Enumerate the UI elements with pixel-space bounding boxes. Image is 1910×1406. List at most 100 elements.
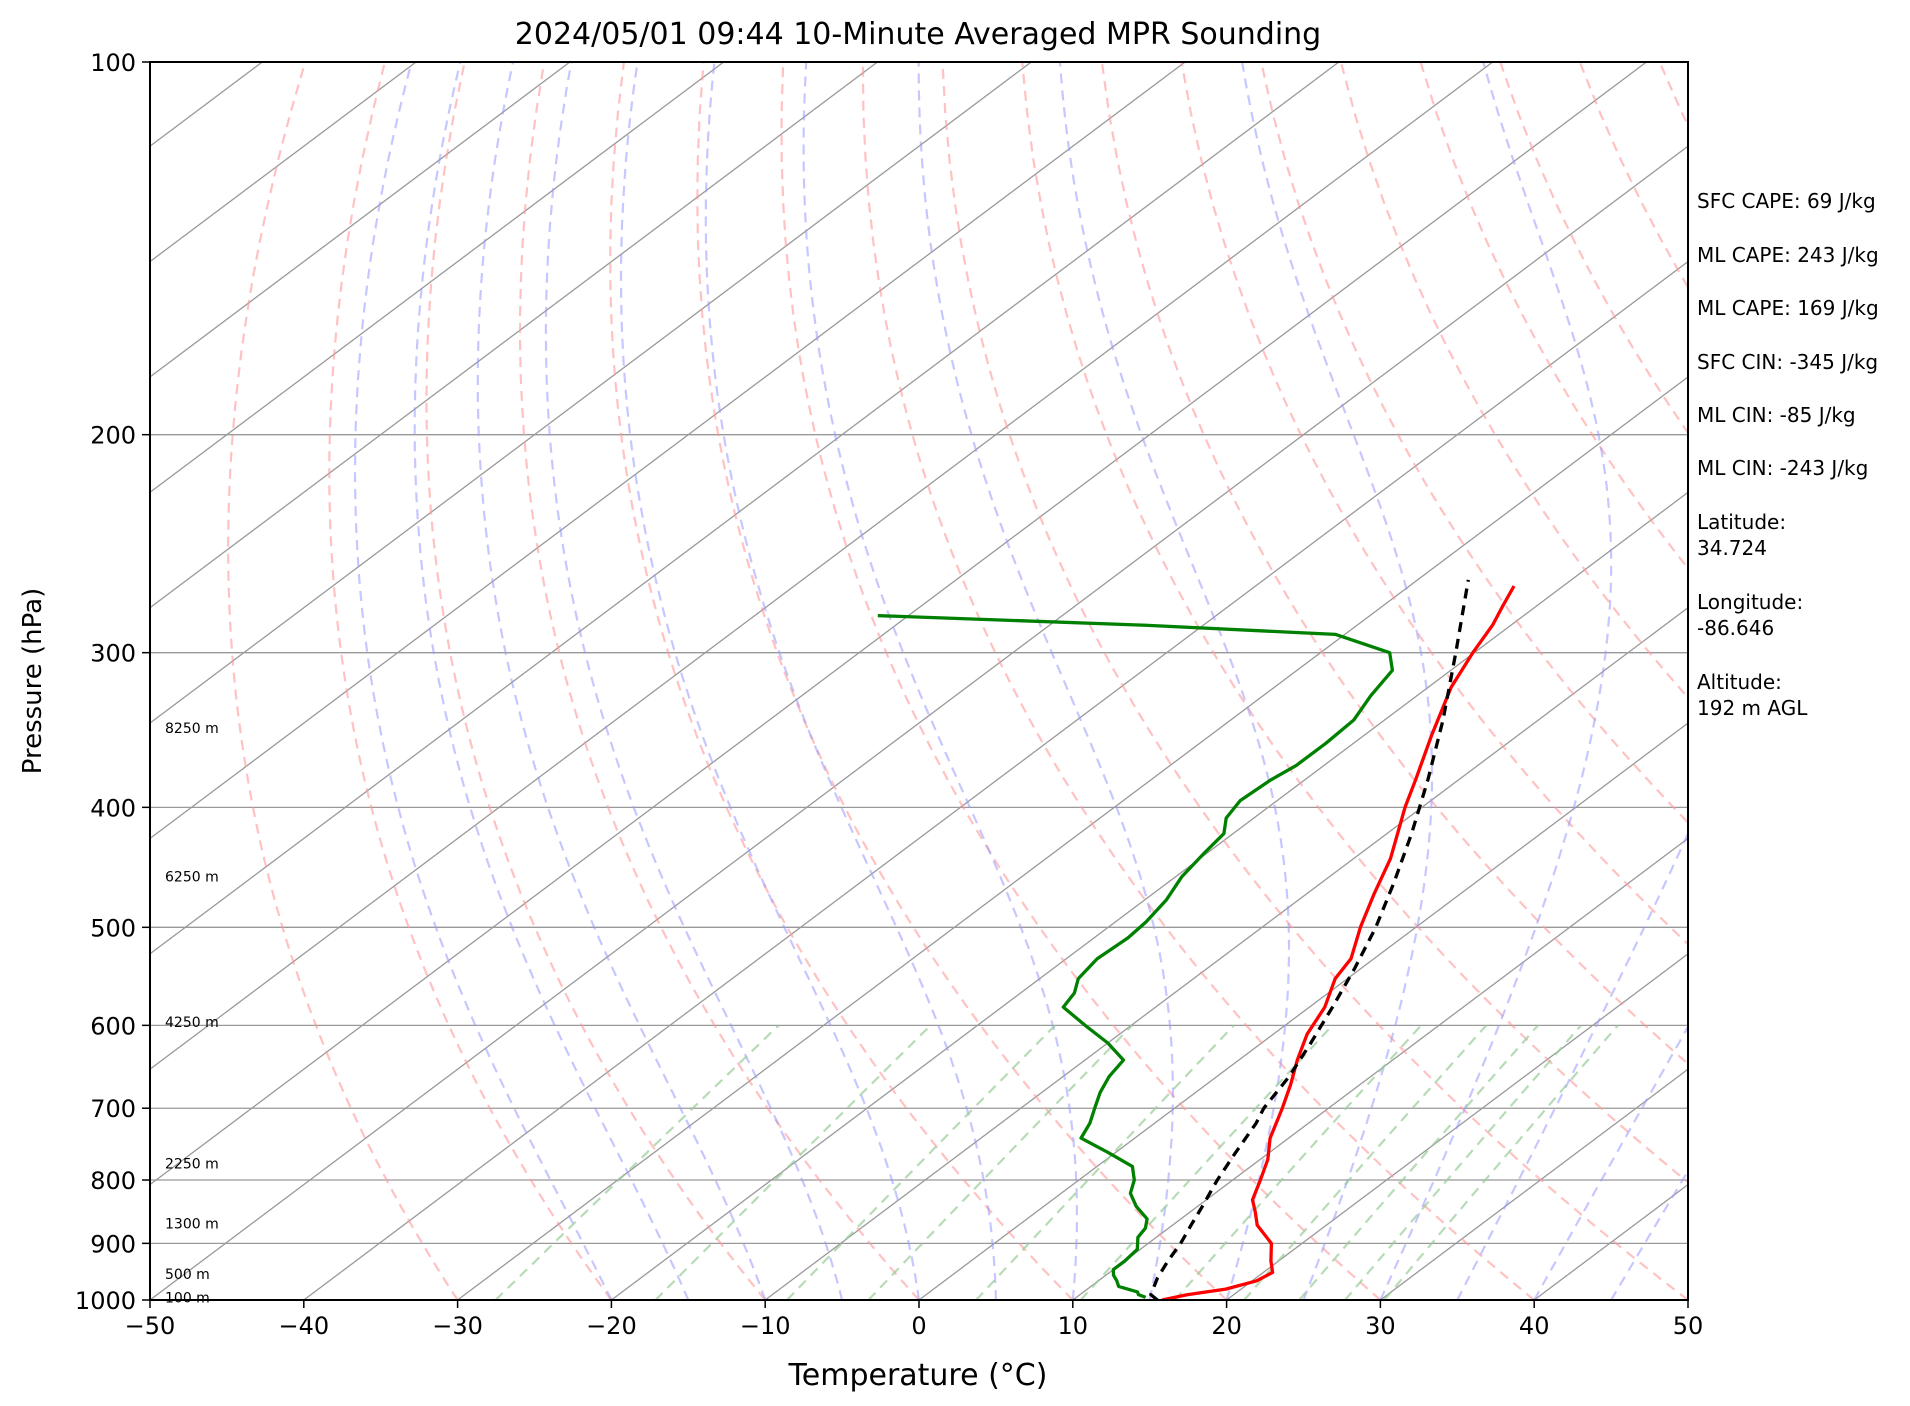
- moist-adiabat-line: [544, 62, 844, 1300]
- dry-adiabat-line: [941, 62, 1688, 1300]
- temperature-profile-line: [1161, 585, 1516, 1300]
- dry-adiabat-line: [1899, 62, 1910, 1300]
- longitude-text: Longitude: -86.646: [1697, 590, 1804, 640]
- dry-adiabat-line: [609, 62, 1074, 1300]
- mixing-ratio-line: [1383, 1024, 1619, 1300]
- dry-adiabat-line: [1180, 62, 1688, 946]
- isotherm-line: [150, 145, 1688, 1300]
- isotherm-line: [918, 722, 1688, 1300]
- isotherm-line: [1380, 1068, 1688, 1300]
- x-tick-label: −40: [278, 1312, 329, 1340]
- ml-cape-text: ML CAPE: 243 J/kg: [1697, 243, 1879, 267]
- isotherm-line: [150, 62, 1186, 840]
- dry-adiabat-line: [519, 62, 920, 1300]
- mixing-ratio-line: [786, 1024, 1056, 1300]
- moist-adiabat-line: [1058, 62, 1291, 1300]
- height-label: 500 m: [165, 1267, 210, 1283]
- moist-adiabat-line: [917, 62, 1174, 1300]
- y-axis: 100 200 300 400 500 600 700 800 900 1000: [75, 49, 150, 1315]
- x-tick-label: 0: [911, 1312, 926, 1340]
- x-tick-label: 50: [1673, 1312, 1704, 1340]
- isotherm-line: [150, 62, 1032, 724]
- x-axis: −50 −40 −30 −20 −10 0 10 20 30 40 50: [125, 1300, 1704, 1340]
- ml-cin-text: ML CIN: -85 J/kg: [1697, 403, 1856, 427]
- x-axis-label: Temperature (°C): [788, 1358, 1048, 1393]
- height-label: 1300 m: [165, 1216, 219, 1232]
- sfc-cape-text: SFC CAPE: 69 J/kg: [1697, 189, 1876, 213]
- y-tick-label: 400: [90, 794, 136, 822]
- isotherm-line: [150, 62, 725, 494]
- mixing-ratio-line: [867, 1024, 1133, 1300]
- height-label: 6250 m: [165, 870, 219, 886]
- chart-title: 2024/05/01 09:44 10-Minute Averaged MPR …: [515, 17, 1321, 52]
- y-tick-label: 100: [90, 49, 136, 77]
- dewpoint-profile-line: [877, 613, 1395, 1299]
- sfc-cin-text: SFC CIN: -345 J/kg: [1697, 350, 1879, 374]
- isotherm-line: [1226, 953, 1688, 1300]
- height-labels: 8250 m 6250 m 4250 m 2250 m 1300 m 500 m 100 m: [165, 721, 219, 1307]
- y-tick-label: 800: [90, 1167, 136, 1195]
- ml-cin-text: ML CIN: -243 J/kg: [1697, 456, 1869, 480]
- dry-adiabat-line: [861, 62, 1535, 1300]
- moist-adiabat-line: [802, 62, 1078, 1300]
- isotherm-line: [1072, 837, 1688, 1300]
- x-tick-label: −20: [586, 1312, 637, 1340]
- isotherm-line: [150, 62, 878, 609]
- isotherm-line: [303, 260, 1688, 1300]
- isotherm-line: [611, 491, 1688, 1300]
- latitude-text: Latitude: 34.724: [1697, 510, 1787, 560]
- x-tick-label: 30: [1365, 1312, 1396, 1340]
- profile-lines: [877, 579, 1516, 1300]
- y-tick-label: 600: [90, 1012, 136, 1040]
- moist-adiabat-line: [619, 62, 921, 1300]
- mixing-ratio-line: [1243, 1024, 1488, 1300]
- y-tick-label: 200: [90, 422, 136, 450]
- x-tick-label: 10: [1058, 1312, 1089, 1340]
- y-axis-label: Pressure (hPa): [18, 588, 48, 775]
- dry-adiabat-line: [1021, 62, 1688, 1184]
- mixing-ratio-line: [1298, 1024, 1539, 1300]
- moist-adiabat-line: [1379, 62, 1613, 1300]
- mixing-ratio-line: [1079, 1024, 1334, 1300]
- ml-cape-text: ML CAPE: 169 J/kg: [1697, 296, 1879, 320]
- moist-adiabat-line: [1456, 830, 1688, 1300]
- x-tick-label: −30: [432, 1312, 483, 1340]
- x-tick-label: −10: [740, 1312, 791, 1340]
- moist-adiabat-line: [704, 62, 997, 1300]
- y-tick-label: 700: [90, 1095, 136, 1123]
- parcel-path-line: [1149, 579, 1470, 1300]
- dry-adiabat-line: [328, 62, 613, 1300]
- x-tick-label: 20: [1211, 1312, 1242, 1340]
- dry-adiabat-line: [425, 62, 767, 1300]
- dry-adiabat-line: [1260, 62, 1688, 825]
- background-lines: [150, 62, 1910, 1300]
- mixing-ratio-line: [975, 1024, 1235, 1300]
- dry-adiabat-line: [227, 62, 459, 1300]
- moist-adiabat-line: [476, 62, 767, 1300]
- x-tick-label: −50: [125, 1312, 176, 1340]
- height-label: 2250 m: [165, 1157, 219, 1173]
- dry-adiabat-line: [780, 62, 1382, 1300]
- mixing-ratio-line: [1174, 1024, 1423, 1300]
- height-label: 8250 m: [165, 721, 219, 737]
- y-tick-label: 300: [90, 640, 136, 668]
- x-tick-label: 40: [1519, 1312, 1550, 1340]
- isotherm-line: [150, 62, 1647, 1186]
- isotherm-line: [150, 62, 571, 378]
- dry-adiabat-line: [696, 62, 1228, 1300]
- dry-adiabat-line: [1100, 62, 1688, 1066]
- moist-adiabat-line: [1241, 62, 1434, 1300]
- isotherm-line: [150, 62, 1494, 1071]
- y-tick-label: 500: [90, 914, 136, 942]
- moist-adiabat-line: [353, 62, 613, 1300]
- height-label: 100 m: [165, 1290, 210, 1306]
- height-label: 4250 m: [165, 1015, 219, 1031]
- isotherm-line: [150, 62, 1340, 955]
- mixing-ratio-line: [654, 1024, 932, 1300]
- altitude-text: Altitude: 192 m AGL: [1697, 670, 1808, 720]
- isotherm-line: [764, 606, 1688, 1300]
- mixing-ratio-line: [1344, 1024, 1582, 1300]
- isotherm-line: [457, 376, 1688, 1300]
- mixing-ratio-line: [494, 1024, 780, 1300]
